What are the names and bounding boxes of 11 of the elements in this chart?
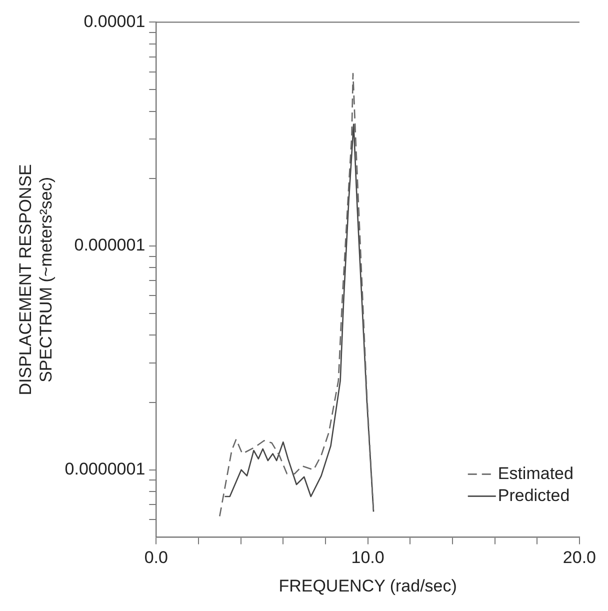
y-tick-label: 0.00001	[84, 12, 146, 31]
x-tick-label: 10.0	[351, 548, 384, 568]
x-axis-title: FREQUENCY (rad/sec)	[278, 576, 457, 596]
legend-label: Predicted	[498, 486, 570, 505]
legend-label: Estimated	[498, 464, 574, 483]
line-series	[219, 72, 374, 517]
y-axis-title: DISPLACEMENT RESPONSE SPECTRUM (~meters²sec)	[16, 164, 56, 396]
y-tick-label: 0.000001	[74, 236, 146, 255]
x-tick-label: 20.0	[562, 548, 596, 568]
y-tick-label: 0.0000001	[64, 460, 146, 479]
x-tick-label: 0.0	[144, 548, 168, 568]
